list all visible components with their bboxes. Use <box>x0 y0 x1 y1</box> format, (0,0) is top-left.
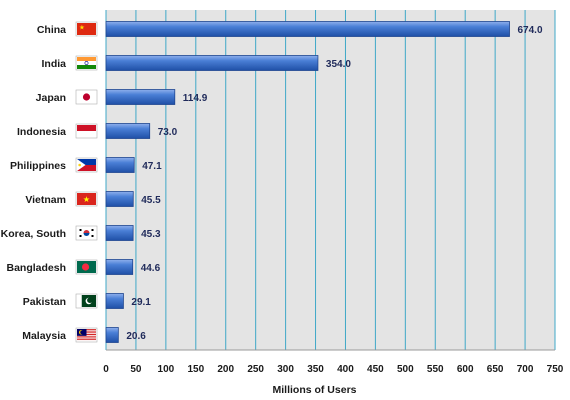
bar-philippines <box>105 157 135 173</box>
value-label: 674.0 <box>518 25 543 36</box>
value-labels: 674.0 354.0 114.9 73.0 47.1 45.5 45.3 44.6 29.1 2… <box>126 25 543 342</box>
value-label: 29.1 <box>131 297 151 308</box>
x-tick-label: 700 <box>517 364 534 375</box>
china-flag-icon: ★ <box>75 21 98 37</box>
india-flag-icon <box>75 55 98 71</box>
pakistan-flag-icon <box>75 293 98 309</box>
x-axis-title: Millions of Users <box>272 384 356 396</box>
x-tick-label: 500 <box>397 364 414 375</box>
category-label: Philippines <box>10 160 66 172</box>
bar-vietnam <box>105 191 134 207</box>
bangladesh-flag-icon <box>75 259 98 275</box>
x-tick-label: 550 <box>427 364 444 375</box>
x-tick-label: 450 <box>367 364 384 375</box>
value-label: 44.6 <box>141 263 161 274</box>
x-tick-label: 300 <box>277 364 294 375</box>
bar-china <box>105 21 510 37</box>
category-label: Vietnam <box>25 194 66 206</box>
value-label: 47.1 <box>142 161 162 172</box>
malaysia-flag-icon <box>75 327 98 343</box>
category-label: Japan <box>36 92 66 104</box>
x-tick-label: 350 <box>307 364 324 375</box>
category-label: China <box>37 24 66 36</box>
svg-text:★: ★ <box>79 24 85 32</box>
category-label: Malaysia <box>22 330 66 342</box>
indonesia-flag-icon <box>75 123 98 139</box>
value-label: 73.0 <box>158 127 178 138</box>
value-label: 45.3 <box>141 229 161 240</box>
x-tick-label: 400 <box>337 364 354 375</box>
bar-korea-south <box>105 225 134 241</box>
category-label: Korea, South <box>1 228 66 240</box>
x-tick-label: 0 <box>103 364 109 375</box>
bar-malaysia <box>105 327 119 343</box>
philippines-flag-icon <box>75 157 98 173</box>
category-label: Bangladesh <box>6 262 66 274</box>
x-tick-label: 150 <box>187 364 204 375</box>
x-tick-label: 650 <box>487 364 504 375</box>
bar-pakistan <box>105 293 124 309</box>
x-tick-label: 750 <box>547 364 564 375</box>
x-tick-label: 50 <box>130 364 142 375</box>
category-labels: China India Japan Indonesia Philippines Vietn… <box>1 24 67 342</box>
japan-flag-icon <box>75 89 98 105</box>
south-korea-flag-icon <box>75 225 98 241</box>
value-label: 114.9 <box>183 93 208 104</box>
bar-bangladesh <box>105 259 134 275</box>
x-tick-labels: 0 50 100 150 200 250 300 350 400 450 500 550 600 650 7… <box>103 364 564 375</box>
bar-india <box>105 55 319 71</box>
bar-japan <box>105 89 176 105</box>
value-label: 20.6 <box>126 331 146 342</box>
value-label: 45.5 <box>141 195 161 206</box>
x-tick-label: 600 <box>457 364 474 375</box>
x-tick-label: 100 <box>158 364 175 375</box>
category-label: Indonesia <box>17 126 66 138</box>
category-label: Pakistan <box>23 296 66 308</box>
x-tick-label: 200 <box>217 364 234 375</box>
bar-indonesia <box>105 123 151 139</box>
svg-text:★: ★ <box>83 195 90 204</box>
category-label: India <box>41 58 66 70</box>
value-label: 354.0 <box>326 59 351 70</box>
bars <box>105 21 510 343</box>
flags: ★★ <box>75 21 98 343</box>
vietnam-flag-icon: ★ <box>75 191 98 207</box>
x-tick-label: 250 <box>247 364 264 375</box>
